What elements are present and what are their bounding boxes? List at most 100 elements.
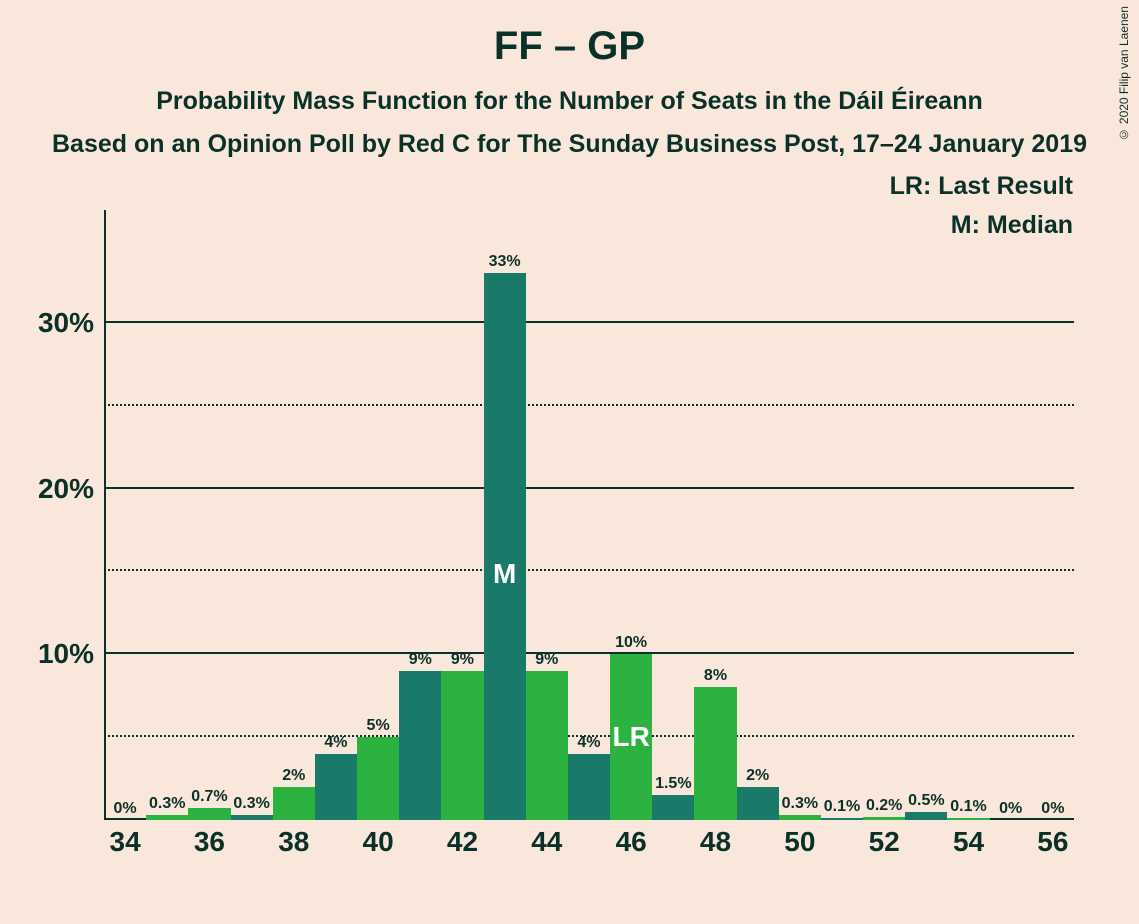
bar-slot: 5%: [357, 240, 399, 820]
legend: LR: Last Result M: Median: [890, 172, 1073, 250]
chart-subtitle-1: Probability Mass Function for the Number…: [0, 87, 1139, 116]
bar-slot: 2%: [737, 240, 779, 820]
bar-value-label: 2%: [282, 767, 305, 785]
x-axis-tick-label: 44: [526, 826, 568, 858]
x-axis-tick-label: [905, 826, 947, 858]
bar: 4%: [315, 754, 357, 820]
bars-container: 0%0.3%0.7%0.3%2%4%5%9%9%33%M9%4%10%LR1.5…: [104, 240, 1074, 820]
bar-slot: 9%: [526, 240, 568, 820]
bar-slot: 0%: [104, 240, 146, 820]
bar-value-label: 33%: [489, 253, 521, 271]
bar: 0.1%: [947, 818, 989, 820]
x-axis-labels: 343638404244464850525456: [104, 826, 1074, 858]
x-axis-tick-label: 34: [104, 826, 146, 858]
bar-slot: 0.5%: [905, 240, 947, 820]
x-axis-tick-label: 52: [863, 826, 905, 858]
bar-slot: 10% LR: [610, 240, 652, 820]
bar-value-label: 0.1%: [950, 798, 986, 816]
bar-value-label: 0.3%: [149, 795, 185, 813]
bar-value-label: 0%: [114, 800, 137, 818]
bar-slot: 8%: [694, 240, 736, 820]
x-axis-tick-label: [737, 826, 779, 858]
bar: 8%: [694, 687, 736, 820]
x-axis-tick-label: [399, 826, 441, 858]
legend-m: M: Median: [890, 211, 1073, 240]
bar: 0.3%: [779, 815, 821, 820]
copyright: © 2020 Filip van Laenen: [1117, 6, 1131, 141]
x-axis-tick-label: [568, 826, 610, 858]
legend-lr: LR: Last Result: [890, 172, 1073, 201]
chart-title: FF – GP: [0, 0, 1139, 69]
x-axis-tick-label: 56: [1032, 826, 1074, 858]
bar: 4%: [568, 754, 610, 820]
x-axis-tick-label: 42: [441, 826, 483, 858]
x-axis-tick-label: [821, 826, 863, 858]
x-axis-tick-label: [231, 826, 273, 858]
bar-value-label: 4%: [324, 734, 347, 752]
bar: 9%: [526, 671, 568, 820]
bar-value-label: 9%: [409, 651, 432, 669]
bar-value-label: 9%: [535, 651, 558, 669]
bar-value-label: 10%: [615, 634, 647, 652]
bar-slot: 0%: [1032, 240, 1074, 820]
bar-annotation: LR: [612, 721, 649, 753]
bar: 2%: [737, 787, 779, 820]
bar: 2%: [273, 787, 315, 820]
bar: 9%: [399, 671, 441, 820]
bar-annotation: M: [493, 558, 516, 590]
bar-value-label: 8%: [704, 667, 727, 685]
bar-slot: 0.2%: [863, 240, 905, 820]
bar-slot: 0.3%: [231, 240, 273, 820]
bar: 0.2%: [863, 817, 905, 820]
bar: 0.3%: [231, 815, 273, 820]
bar-value-label: 0.1%: [824, 798, 860, 816]
x-axis-tick-label: [146, 826, 188, 858]
chart-subtitle-2: Based on an Opinion Poll by Red C for Th…: [0, 130, 1139, 159]
x-axis-tick-label: 40: [357, 826, 399, 858]
bar: 9%: [441, 671, 483, 820]
bar-slot: 0.1%: [947, 240, 989, 820]
bar: 10%LR: [610, 654, 652, 820]
bar-slot: 0.3%: [146, 240, 188, 820]
bar-slot: 4%: [568, 240, 610, 820]
bar-slot: 2%: [273, 240, 315, 820]
bar-slot: 0.3%: [779, 240, 821, 820]
bar-value-label: 0.5%: [908, 792, 944, 810]
x-axis-tick-label: [315, 826, 357, 858]
bar: 0.5%: [905, 812, 947, 820]
bar-slot: 0.1%: [821, 240, 863, 820]
bar-value-label: 1.5%: [655, 775, 691, 793]
x-axis-tick-label: [990, 826, 1032, 858]
bar-slot: 0.7%: [188, 240, 230, 820]
bar-slot: 4%: [315, 240, 357, 820]
bar: 5%: [357, 737, 399, 820]
x-axis-tick-label: [652, 826, 694, 858]
bar-slot: 9%: [399, 240, 441, 820]
x-axis-tick-label: 54: [947, 826, 989, 858]
bar-slot: 9%: [441, 240, 483, 820]
bar-slot: 0%: [990, 240, 1032, 820]
bar-value-label: 0.3%: [782, 795, 818, 813]
bar-slot: 33% M: [484, 240, 526, 820]
bar: 0.1%: [821, 818, 863, 820]
y-axis-label: 30%: [38, 307, 94, 339]
bar: 0.7%: [188, 808, 230, 820]
bar-value-label: 0%: [999, 800, 1022, 818]
x-axis-tick-label: 46: [610, 826, 652, 858]
bar: 0.3%: [146, 815, 188, 820]
bar-value-label: 4%: [577, 734, 600, 752]
chart-plot-area: 10%20%30% 0%0.3%0.7%0.3%2%4%5%9%9%33%M9%…: [104, 240, 1074, 820]
y-axis-label: 10%: [38, 638, 94, 670]
bar-value-label: 5%: [367, 717, 390, 735]
bar-value-label: 2%: [746, 767, 769, 785]
x-axis-tick-label: [484, 826, 526, 858]
bar-value-label: 0.3%: [233, 795, 269, 813]
bar-value-label: 0.2%: [866, 797, 902, 815]
x-axis-tick-label: 48: [694, 826, 736, 858]
y-axis-label: 20%: [38, 473, 94, 505]
bar-value-label: 0%: [1041, 800, 1064, 818]
bar: 1.5%: [652, 795, 694, 820]
bar-slot: 1.5%: [652, 240, 694, 820]
bar: 33%M: [484, 273, 526, 820]
x-axis-tick-label: 38: [273, 826, 315, 858]
